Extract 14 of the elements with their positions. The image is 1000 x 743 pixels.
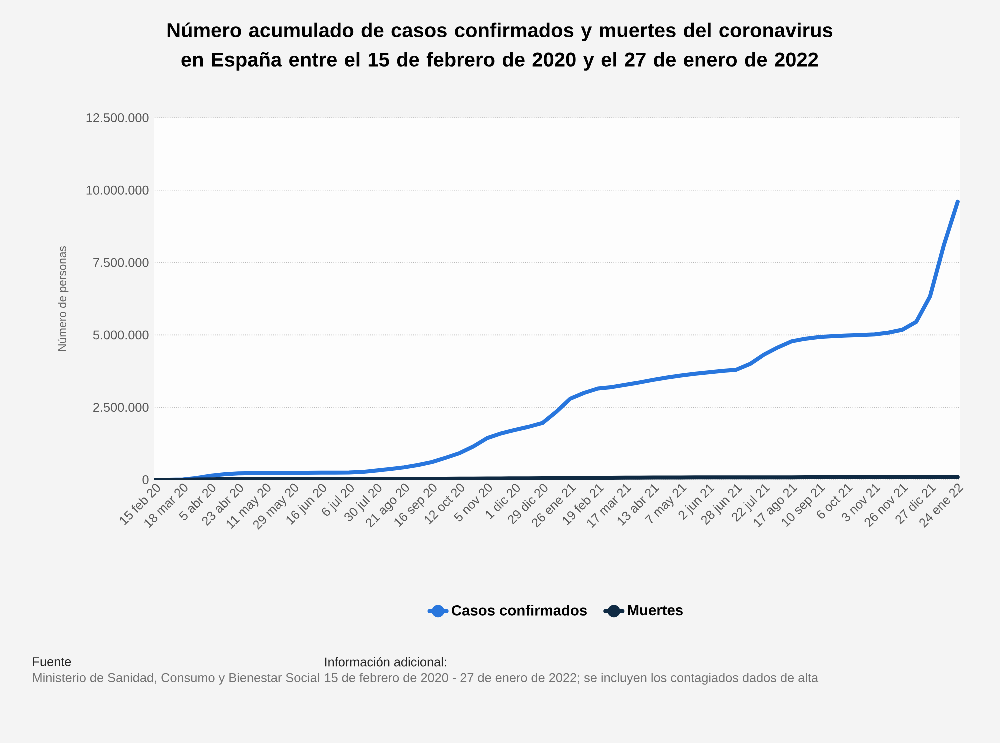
- y-axis-title: Número de personas: [58, 246, 69, 351]
- y-tick-label: 12.500.000: [86, 114, 149, 122]
- text: 15 de febrero de 2020 - 27 de enero de 2022; se incluyen los contagiados dados de alta: [325, 673, 819, 685]
- y-tick-label: 7.500.000: [94, 258, 149, 268]
- text: Información adicional:: [325, 657, 446, 667]
- y-tick-label: 2.500.000: [94, 403, 149, 412]
- y-tick-label: 10.000.000: [86, 186, 149, 195]
- chart-title: Número acumulado de casos confirmados y muertes del coronavirus en España entre el 15 de febrero de 2020 y el 27 de enero de 2022: [168, 22, 833, 71]
- text: Ministerio de Sanidad, Consumo y Bienestar Social: [33, 673, 320, 685]
- y-tick-label: 5.000.000: [93, 330, 149, 340]
- y-tick-label: 0: [142, 476, 149, 484]
- legend-label: Casos confirmados: [452, 605, 587, 616]
- legend-label: Muertes: [628, 605, 683, 616]
- text: Fuente: [33, 658, 72, 666]
